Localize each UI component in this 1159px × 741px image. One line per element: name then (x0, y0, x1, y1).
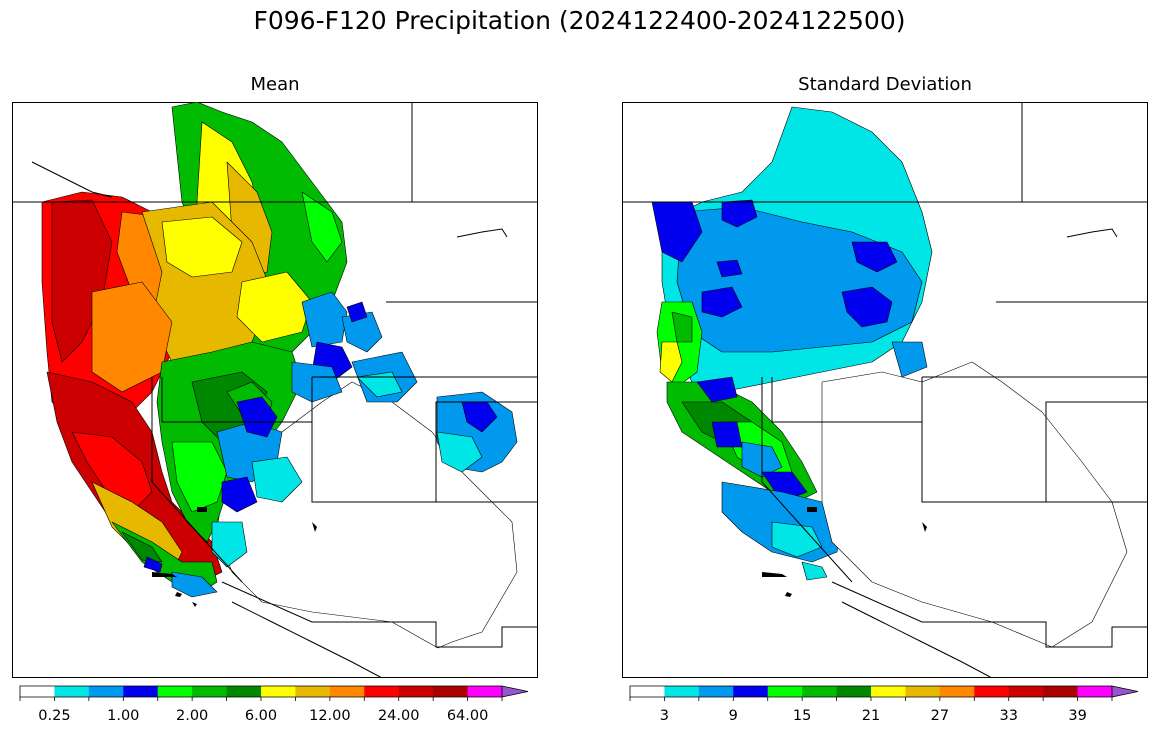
sd-panel-title: Standard Deviation (798, 74, 972, 95)
figure-title: F096-F120 Precipitation (2024122400-2024… (253, 6, 906, 35)
sd-colorbar-bin (939, 686, 975, 697)
mean-water-features (152, 507, 317, 607)
sd-colorbar-bin (1077, 686, 1113, 697)
mean-colorbar-bin (20, 686, 55, 697)
sd-colorbar-bin (664, 686, 700, 697)
sd-colorbar-tick-label: 9 (729, 708, 738, 724)
sd-colorbar-bin (802, 686, 838, 697)
sd-colorbar-bin (871, 686, 906, 697)
mean-precip-fill (41, 102, 518, 649)
sd-colorbar-tick-label: 33 (999, 708, 1017, 724)
sd-colorbar-tick-label: 39 (1068, 708, 1086, 724)
sd-colorbar-bin (974, 686, 1010, 697)
mean-colorbar-tick-label: 6.00 (245, 708, 277, 724)
mean-colorbar-bin (467, 686, 503, 697)
mean-boundaries (12, 102, 538, 678)
sd-boundaries (622, 102, 1148, 678)
mean-colorbar-bin (157, 686, 193, 697)
mean-colorbar-tick-label: 64.00 (447, 708, 489, 724)
mean-colorbar-bin (226, 686, 262, 697)
mean-colorbar-bin (123, 686, 159, 697)
sd-colorbar-tick-label: 27 (931, 708, 949, 724)
mean-map (12, 102, 538, 678)
mean-colorbar-tick-label: 0.25 (38, 708, 70, 724)
mean-panel-title: Mean (250, 74, 300, 95)
sd-colorbar-bin (905, 686, 941, 697)
mean-colorbar-bin (433, 686, 469, 697)
mean-colorbar-tick-label: 1.00 (107, 708, 139, 724)
mean-colorbar-bin (192, 686, 228, 697)
sd-colorbar-bin (1043, 686, 1079, 697)
sd-colorbar-bin (836, 686, 872, 697)
sd-colorbar-bin (698, 686, 734, 697)
sd-colorbar-extend-arrow (1111, 685, 1139, 698)
sd-colorbar-bin (630, 686, 665, 697)
mean-colorbar-bin (398, 686, 434, 697)
sd-colorbar-bin (767, 686, 803, 697)
sd-precip-fill (651, 106, 1128, 648)
mean-colorbar-bin (54, 686, 90, 697)
mean-colorbar-tick-label: 12.00 (309, 708, 351, 724)
mean-colorbar: 0.25 1.00 2.00 6.00 12.00 24.00 64.00 (19, 685, 529, 724)
mean-colorbar-bin (295, 686, 331, 697)
sd-colorbar-tick-label: 3 (660, 708, 669, 724)
mean-colorbar-bin (261, 686, 296, 697)
sd-colorbar-bin (733, 686, 769, 697)
sd-colorbar-tick-label: 15 (793, 708, 811, 724)
sd-colorbar: 3 9 15 21 27 33 39 (629, 685, 1139, 724)
mean-colorbar-extend-arrow (501, 685, 529, 698)
mean-colorbar-bin (88, 686, 124, 697)
mean-colorbar-tick-label: 2.00 (176, 708, 208, 724)
sd-colorbar-bin (1008, 686, 1044, 697)
sd-colorbar-tick-label: 21 (862, 708, 880, 724)
sd-map (622, 102, 1148, 678)
mean-colorbar-bin (364, 686, 400, 697)
sd-water-features (762, 507, 927, 597)
mean-colorbar-tick-label: 24.00 (378, 708, 420, 724)
mean-colorbar-bin (329, 686, 365, 697)
